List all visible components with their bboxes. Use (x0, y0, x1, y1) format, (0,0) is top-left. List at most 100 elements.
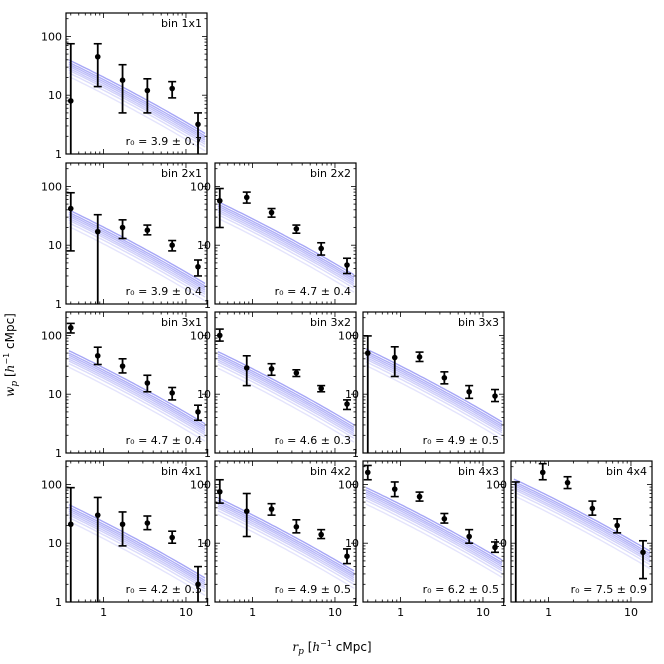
y-tick-label: 1 (204, 596, 211, 609)
data-point (195, 121, 201, 128)
model-curve (68, 516, 206, 593)
panel-frame (65, 460, 208, 603)
data-series (215, 187, 352, 275)
x-tick-label: 1 (100, 606, 107, 619)
model-curve (217, 207, 355, 283)
data-point (119, 224, 126, 231)
y-tick-label: 10 (493, 537, 507, 550)
panel-label: bin 1x1 (161, 17, 202, 30)
model-curve (68, 69, 206, 145)
data-point (293, 370, 300, 376)
model-curve (217, 367, 355, 443)
y-tick-label: 1 (352, 447, 359, 460)
panel-frame (510, 460, 653, 603)
panel-frame (65, 162, 208, 305)
y-tick-label: 1 (55, 148, 62, 161)
model-curve (217, 507, 355, 583)
y-tick-label: 1 (55, 447, 62, 460)
data-point (318, 385, 324, 392)
model-curve (365, 361, 503, 437)
data-point (268, 209, 275, 216)
model-curve (217, 355, 355, 431)
y-tick-label: 1 (352, 596, 359, 609)
model-curve (513, 488, 651, 563)
x-tick-label: 10 (476, 606, 490, 619)
r0-label: r₀ = 4.7 ± 0.4 (126, 434, 202, 447)
y-tick-label: 10 (197, 388, 211, 401)
panel-label: bin 4x1 (161, 465, 202, 478)
model-curve (217, 510, 355, 586)
panel-label: bin 4x4 (606, 465, 647, 478)
model-curve (68, 356, 206, 432)
data-point (466, 533, 472, 540)
model-curve (68, 514, 206, 590)
x-tick-label: 10 (179, 606, 193, 619)
data-point (119, 363, 126, 369)
model-curve (217, 209, 355, 285)
data-point (391, 354, 398, 361)
model-curve (68, 59, 206, 135)
x-tick-label: 10 (328, 606, 342, 619)
data-point (539, 469, 546, 476)
y-tick-label: 10 (48, 89, 62, 102)
y-tick-label: 10 (197, 537, 211, 550)
y-tick-label: 100 (190, 180, 211, 193)
r0-label: r₀ = 4.7 ± 0.4 (275, 285, 351, 298)
data-point (94, 53, 101, 60)
data-point (614, 522, 620, 529)
y-tick-label: 100 (338, 478, 359, 491)
model-curves (365, 486, 503, 578)
model-curve (217, 497, 355, 572)
panel-bin-4x2: 1 10 100 1 10 bin 4x2 r₀ = 4.9 ± 0.5 (190, 460, 357, 619)
data-point (243, 508, 250, 515)
panel-bin-4x3: 1 10 100 1 10 bin 4x3 r₀ = 6.2 ± 0.5 (338, 460, 505, 619)
panel-frame (65, 12, 208, 155)
y-tick-label: 100 (41, 30, 62, 43)
data-point (144, 380, 151, 386)
data-point (67, 98, 74, 104)
y-tick-label: 100 (190, 329, 211, 342)
data-point (344, 262, 350, 268)
y-tick-label: 10 (197, 239, 211, 252)
data-point (169, 390, 175, 396)
model-curve (68, 362, 206, 438)
data-point (293, 226, 300, 232)
data-point (144, 520, 151, 526)
r0-label: r₀ = 3.9 ± 0.7 (126, 135, 202, 148)
data-series (66, 322, 203, 422)
y-tick-label: 100 (190, 478, 211, 491)
model-curve (365, 489, 503, 564)
model-curve (68, 65, 206, 141)
data-series (363, 464, 500, 554)
model-curve (217, 211, 355, 287)
data-point (391, 486, 398, 492)
model-curve (365, 348, 503, 423)
model-curves (68, 209, 206, 302)
panel-frame (65, 311, 208, 454)
data-point (144, 227, 151, 233)
data-point (119, 521, 126, 528)
data-point (492, 393, 498, 399)
data-point (364, 469, 371, 476)
y-tick-label: 10 (345, 388, 359, 401)
data-point (416, 354, 423, 360)
data-series (511, 462, 648, 602)
panel-frame (214, 460, 357, 603)
model-curve (68, 219, 206, 295)
x-tick-label: 1 (249, 606, 256, 619)
panel-label: bin 4x2 (310, 465, 351, 478)
model-curve (217, 351, 355, 426)
panel-bin-4x1: 1 10 100 1 10 bin 4x1 r₀ = 4.2 ± 0.5 (41, 460, 208, 619)
panel-frame (214, 311, 357, 454)
model-curve (217, 503, 355, 579)
panel-label: bin 2x2 (310, 167, 351, 180)
data-point (344, 553, 350, 560)
data-point (94, 228, 101, 235)
y-tick-label: 100 (338, 329, 359, 342)
y-tick-label: 1 (55, 596, 62, 609)
model-curve (365, 358, 503, 434)
y-axis-label: wp [h−1 cMpc] (2, 313, 20, 397)
model-curve (68, 512, 206, 588)
